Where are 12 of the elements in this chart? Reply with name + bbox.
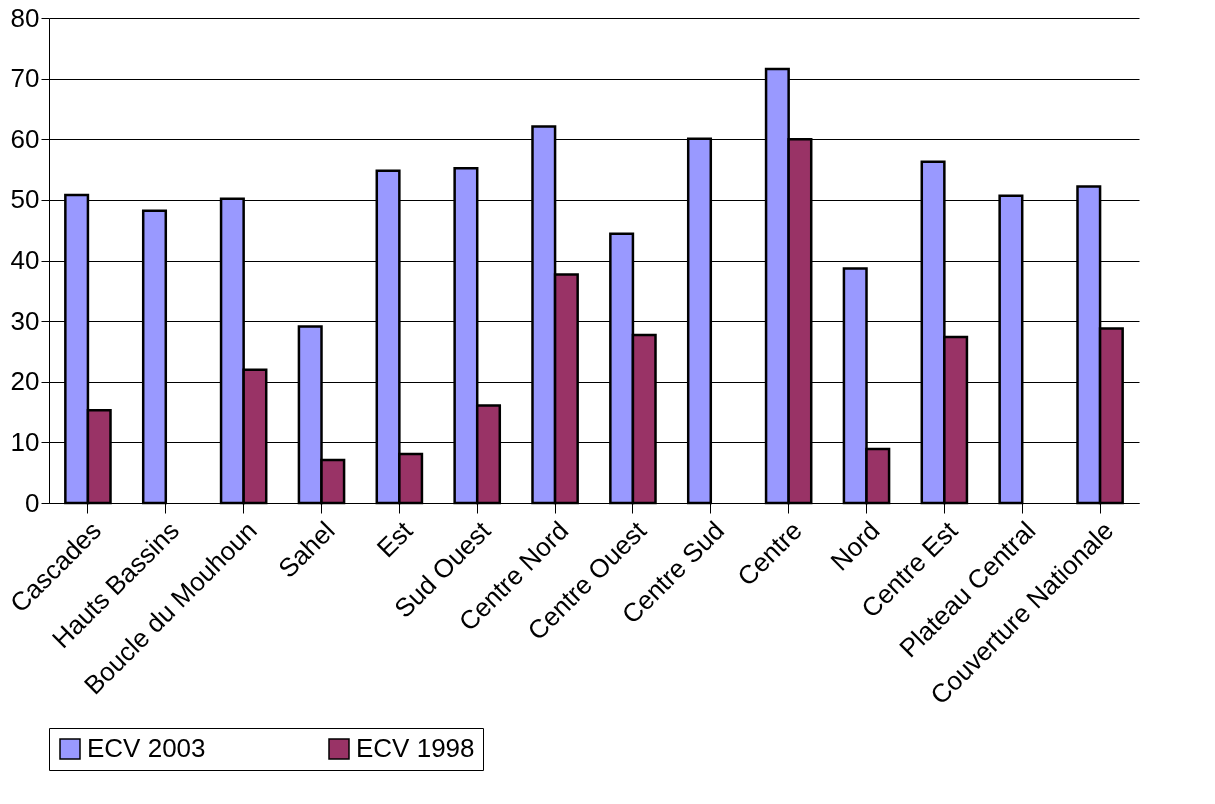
y-tick-label: 0 bbox=[25, 487, 40, 518]
legend-label: ECV 1998 bbox=[356, 733, 475, 763]
y-tick-label: 40 bbox=[10, 245, 40, 275]
y-tick-label: 60 bbox=[10, 123, 40, 154]
y-tick-label: 80 bbox=[10, 2, 40, 33]
legend-label: ECV 2003 bbox=[87, 733, 206, 763]
y-tick-label: 70 bbox=[10, 63, 40, 94]
y-tick-label: 30 bbox=[10, 305, 40, 336]
y-tick-label: 50 bbox=[10, 184, 40, 215]
x-tick-label: Est bbox=[370, 514, 419, 564]
y-tick-label: 20 bbox=[10, 366, 40, 397]
y-tick-label: 10 bbox=[10, 426, 40, 457]
